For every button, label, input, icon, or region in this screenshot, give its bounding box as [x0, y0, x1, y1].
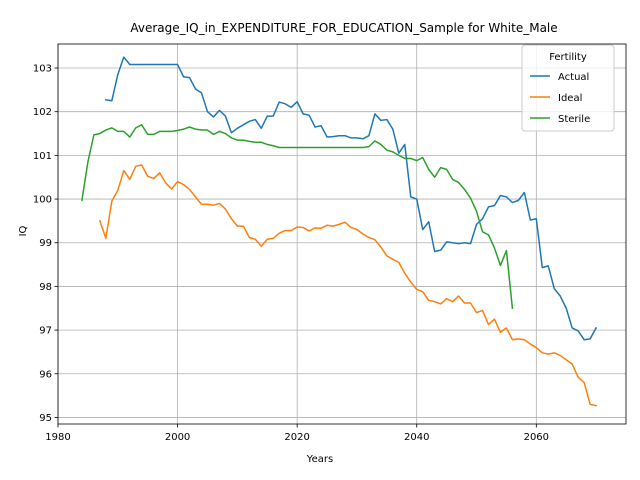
- chart-title: Average_IQ_in_EXPENDITURE_FOR_EDUCATION_…: [130, 21, 557, 35]
- y-tick-label: 103: [33, 64, 52, 75]
- axes: 1980 2000 2020 2040 2060 95 96 97 98 99 100 101 102 1…: [33, 43, 627, 443]
- y-tick-label: 102: [33, 107, 52, 118]
- series-line-actual: [104, 56, 598, 341]
- x-tick-label: 2020: [284, 432, 309, 443]
- y-tick-label: 96: [39, 369, 52, 380]
- y-tick-label: 97: [39, 326, 52, 337]
- x-tick-label: 2040: [404, 432, 429, 443]
- x-tick-label: 2000: [165, 432, 190, 443]
- legend-label-actual: Actual: [558, 72, 589, 83]
- legend-label-sterile: Sterile: [558, 114, 590, 125]
- series-line-sterile: [81, 124, 514, 310]
- legend-label-ideal: Ideal: [558, 93, 582, 104]
- y-tick-label: 99: [39, 238, 52, 249]
- x-tick-label: 1980: [45, 432, 70, 443]
- legend: Fertility Actual Ideal Sterile: [521, 44, 615, 132]
- series-layer: [81, 56, 598, 407]
- y-tick-label: 100: [33, 195, 52, 206]
- y-tick-label: 95: [39, 413, 52, 424]
- y-axis-label: IQ: [18, 225, 29, 236]
- legend-box: [521, 44, 615, 132]
- legend-title: Fertility: [549, 52, 587, 63]
- y-tick-label: 98: [39, 282, 52, 293]
- y-tick-label: 101: [33, 151, 52, 162]
- series-line-ideal: [98, 164, 598, 407]
- legend-entries: Actual Ideal Sterile: [530, 72, 590, 125]
- plot-frame: [57, 43, 627, 425]
- x-tick-label: 2060: [524, 432, 549, 443]
- x-axis-label: Years: [306, 454, 333, 465]
